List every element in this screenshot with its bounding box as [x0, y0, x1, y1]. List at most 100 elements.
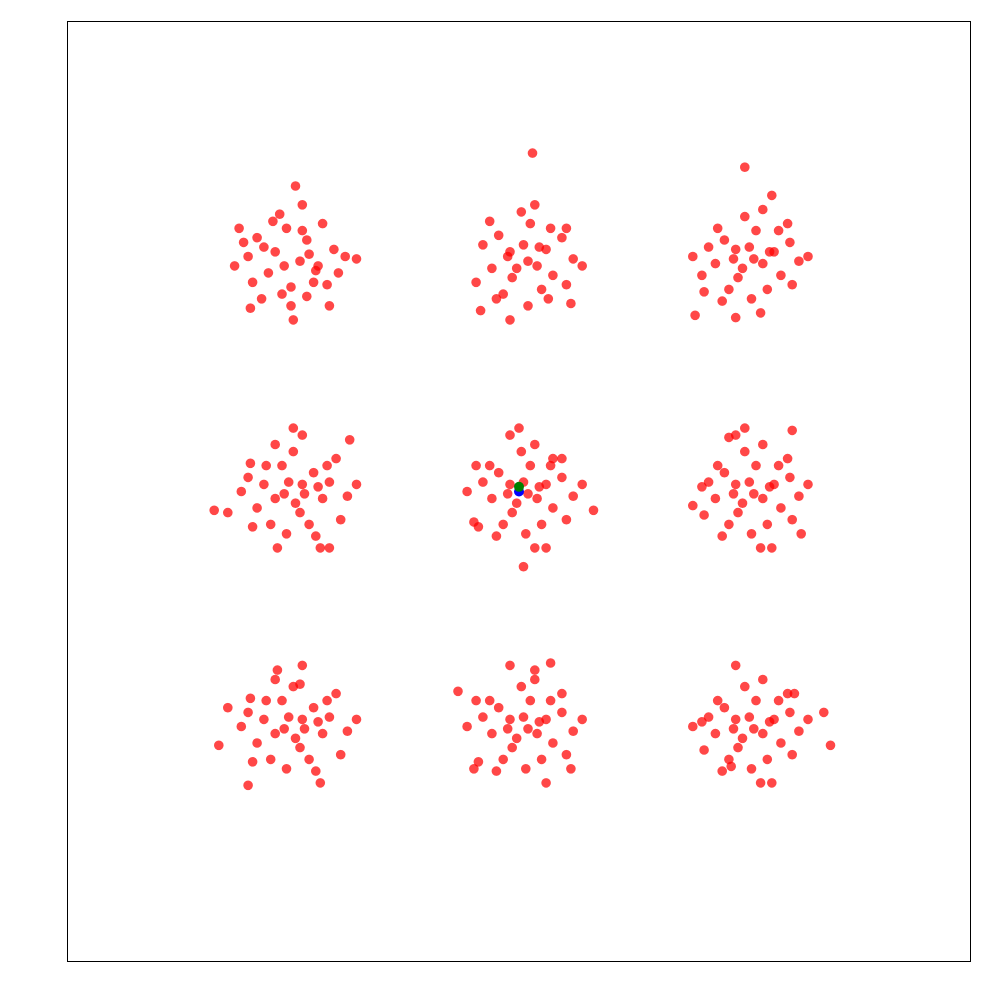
scatter-point [782, 688, 793, 699]
scatter-point [297, 200, 308, 210]
scatter-point [525, 218, 536, 229]
scatter-point [491, 766, 502, 776]
scatter-point [776, 503, 786, 513]
scatter-point [281, 223, 292, 234]
scatter-point [335, 514, 346, 525]
scatter-point [541, 543, 551, 553]
scatter-point [527, 148, 538, 158]
scatter-point [335, 749, 346, 760]
scatter-point [351, 479, 362, 490]
scatter-point [557, 688, 567, 699]
scatter-point [505, 247, 515, 257]
scatter-point [302, 291, 312, 302]
scatter-point [223, 702, 233, 713]
scatter-point [259, 714, 269, 725]
scatter-point [484, 460, 495, 471]
scatter-point [530, 200, 540, 210]
scatter-point [710, 728, 721, 739]
scatter-point [737, 733, 748, 744]
scatter-point [279, 489, 290, 499]
scatter-point [333, 268, 344, 278]
scatter-point [279, 261, 290, 271]
scatter-point [286, 282, 296, 292]
scatter-point [511, 498, 522, 509]
scatter-point [281, 529, 292, 539]
scatter-point [717, 296, 727, 306]
scatter-point [315, 543, 326, 553]
scatter-point [462, 486, 472, 497]
cluster-3 [209, 423, 362, 553]
scatter-point [717, 766, 727, 776]
scatter-point [317, 728, 328, 739]
scatter-point [311, 265, 321, 276]
scatter-point [272, 665, 283, 675]
scatter-point [505, 430, 515, 440]
scatter-point [505, 714, 515, 725]
scatter-point [344, 435, 355, 445]
scatter-point [755, 543, 766, 553]
scatter-point [331, 453, 341, 464]
scatter-point [530, 674, 540, 685]
scatter-point [749, 254, 759, 264]
scatter-point [566, 298, 576, 309]
scatter-point [238, 237, 249, 248]
scatter-point [746, 764, 757, 774]
scatter-point [295, 256, 305, 267]
scatter-point [785, 472, 795, 483]
scatter-point [762, 519, 773, 530]
scatter-point [247, 522, 258, 532]
scatter-point [730, 714, 741, 725]
scatter-point [737, 263, 748, 274]
scatter-point [469, 517, 479, 527]
scatter-point [313, 717, 323, 727]
scatter-point [505, 315, 515, 325]
scatter-point [825, 740, 836, 751]
cluster-6 [214, 660, 362, 791]
scatter-point [511, 263, 522, 274]
scatter-point [530, 439, 540, 450]
scatter-point [270, 247, 281, 257]
scatter-point [290, 498, 301, 509]
scatter-point [566, 764, 576, 774]
scatter-point [493, 702, 504, 713]
scatter-point [557, 472, 567, 483]
scatter-point [758, 728, 768, 739]
scatter-point [776, 738, 786, 748]
scatter-point [733, 507, 743, 518]
scatter-point [561, 279, 572, 290]
scatter-point [785, 707, 795, 718]
scatter-point [758, 493, 768, 504]
scatter-point [767, 778, 777, 788]
scatter-point [245, 458, 256, 469]
scatter-point [545, 695, 556, 706]
scatter-point [755, 778, 766, 788]
scatter-point [281, 764, 292, 774]
scatter-point [286, 301, 296, 311]
scatter-point [536, 754, 547, 765]
scatter-point [507, 272, 517, 283]
scatter-point [229, 261, 240, 271]
scatter-point [518, 712, 529, 722]
scatter-point [712, 695, 723, 706]
scatter-point [523, 489, 533, 499]
scatter-point [536, 519, 547, 530]
scatter-point [588, 505, 599, 516]
scatter-point [561, 223, 572, 234]
scatter-point [728, 254, 739, 264]
scatter-point [505, 479, 515, 490]
scatter-point [545, 658, 556, 668]
scatter-point [324, 301, 335, 311]
scatter-point [545, 223, 556, 234]
scatter-point [475, 305, 486, 316]
cluster-2 [688, 162, 813, 323]
scatter-point [690, 310, 700, 321]
scatter-point [724, 519, 734, 530]
scatter-point [530, 543, 540, 553]
scatter-point [247, 757, 258, 767]
scatter-point [252, 503, 262, 513]
scatter-point [295, 679, 305, 689]
scatter-point [498, 754, 509, 765]
scatter-point [688, 251, 698, 262]
scatter-point [484, 216, 495, 227]
scatter-point [699, 287, 709, 297]
